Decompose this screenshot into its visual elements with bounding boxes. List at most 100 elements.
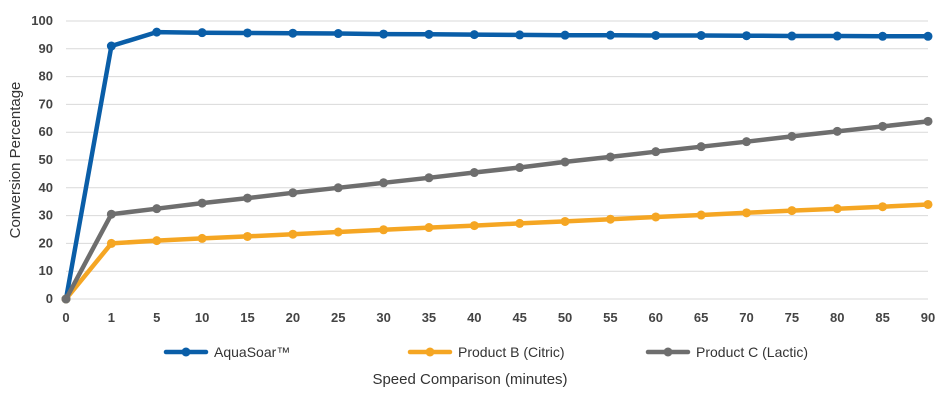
data-point [515,30,525,40]
x-tick-label: 80 [830,310,844,325]
series-line [63,202,931,302]
data-point [333,183,343,193]
x-tick-label: 55 [603,310,617,325]
y-tick-label: 20 [39,235,53,250]
data-point [651,147,661,157]
x-tick-label: 70 [739,310,753,325]
series-line [63,119,931,302]
x-tick-label: 10 [195,310,209,325]
data-point [696,142,706,152]
data-point [651,30,661,40]
data-point [288,28,298,38]
data-point [696,30,706,40]
data-point [106,41,116,51]
data-point [742,137,752,147]
x-tick-label: 65 [694,310,708,325]
data-point [152,204,162,214]
y-tick-label: 70 [39,96,53,111]
legend-label: AquaSoar™ [214,344,290,360]
series-lines [61,27,933,304]
data-point [152,27,162,37]
y-tick-label: 80 [39,69,53,84]
data-point [923,31,933,41]
data-point [469,221,479,231]
y-tick-label: 30 [39,208,53,223]
data-point [787,206,797,216]
x-tick-label: 85 [875,310,889,325]
data-point [197,233,207,243]
data-point [379,225,389,235]
data-point [242,28,252,38]
data-point [333,227,343,237]
data-point [832,31,842,41]
data-point [878,31,888,41]
x-tick-label: 0 [62,310,69,325]
data-point [197,28,207,38]
y-tick-label: 90 [39,41,53,56]
data-point [424,173,434,183]
data-point [333,29,343,39]
x-tick-label: 1 [108,310,115,325]
y-axis-ticks: 0 10 20 30 40 50 60 70 80 90 100 [31,13,53,306]
data-point [832,204,842,214]
legend: AquaSoar™ Product B (Citric) Product C (La… [163,344,808,360]
x-tick-label: 15 [240,310,254,325]
data-point [605,30,615,40]
data-point [742,208,752,218]
data-point [106,209,116,219]
x-tick-label: 90 [921,310,935,325]
data-point [560,157,570,167]
data-point [379,29,389,39]
data-point [469,30,479,40]
grid-lines [66,20,928,300]
data-point [242,231,252,241]
x-tick-label: 30 [376,310,390,325]
y-tick-label: 0 [46,291,53,306]
data-point [787,31,797,41]
data-point [515,163,525,173]
legend-swatch-marker [425,347,435,357]
data-point [469,168,479,178]
x-tick-label: 25 [331,310,345,325]
data-point [560,216,570,226]
y-tick-label: 100 [31,13,53,28]
data-point [742,31,752,41]
x-tick-label: 5 [153,310,160,325]
data-point [878,121,888,131]
data-point [106,238,116,248]
data-point [787,131,797,141]
data-point [605,152,615,162]
legend-swatch-marker [181,347,191,357]
data-point [288,188,298,198]
data-point [424,223,434,233]
legend-label: Product B (Citric) [458,344,565,360]
x-tick-label: 45 [512,310,526,325]
legend-label: Product C (Lactic) [696,344,808,360]
x-axis-ticks: 0 1 5 10 15 20 25 30 35 40 45 50 55 60 65 70 75 80 85 90 [62,310,935,325]
x-tick-label: 20 [286,310,300,325]
data-point [242,193,252,203]
x-tick-label: 50 [558,310,572,325]
x-tick-label: 40 [467,310,481,325]
data-point [605,214,615,224]
data-point [878,202,888,212]
data-point [560,30,570,40]
data-point [832,126,842,136]
data-point [197,198,207,208]
data-point [379,178,389,188]
data-point [651,212,661,222]
data-point [515,218,525,228]
data-point [696,210,706,220]
x-tick-label: 35 [422,310,436,325]
data-point [288,229,298,239]
data-point [61,294,71,304]
y-tick-label: 40 [39,180,53,195]
x-tick-label: 60 [649,310,663,325]
data-point [923,199,933,209]
series-line [63,29,931,302]
y-axis-title: Conversion Percentage [7,82,24,239]
data-point [424,29,434,39]
legend-swatch-marker [663,347,673,357]
y-tick-label: 60 [39,124,53,139]
